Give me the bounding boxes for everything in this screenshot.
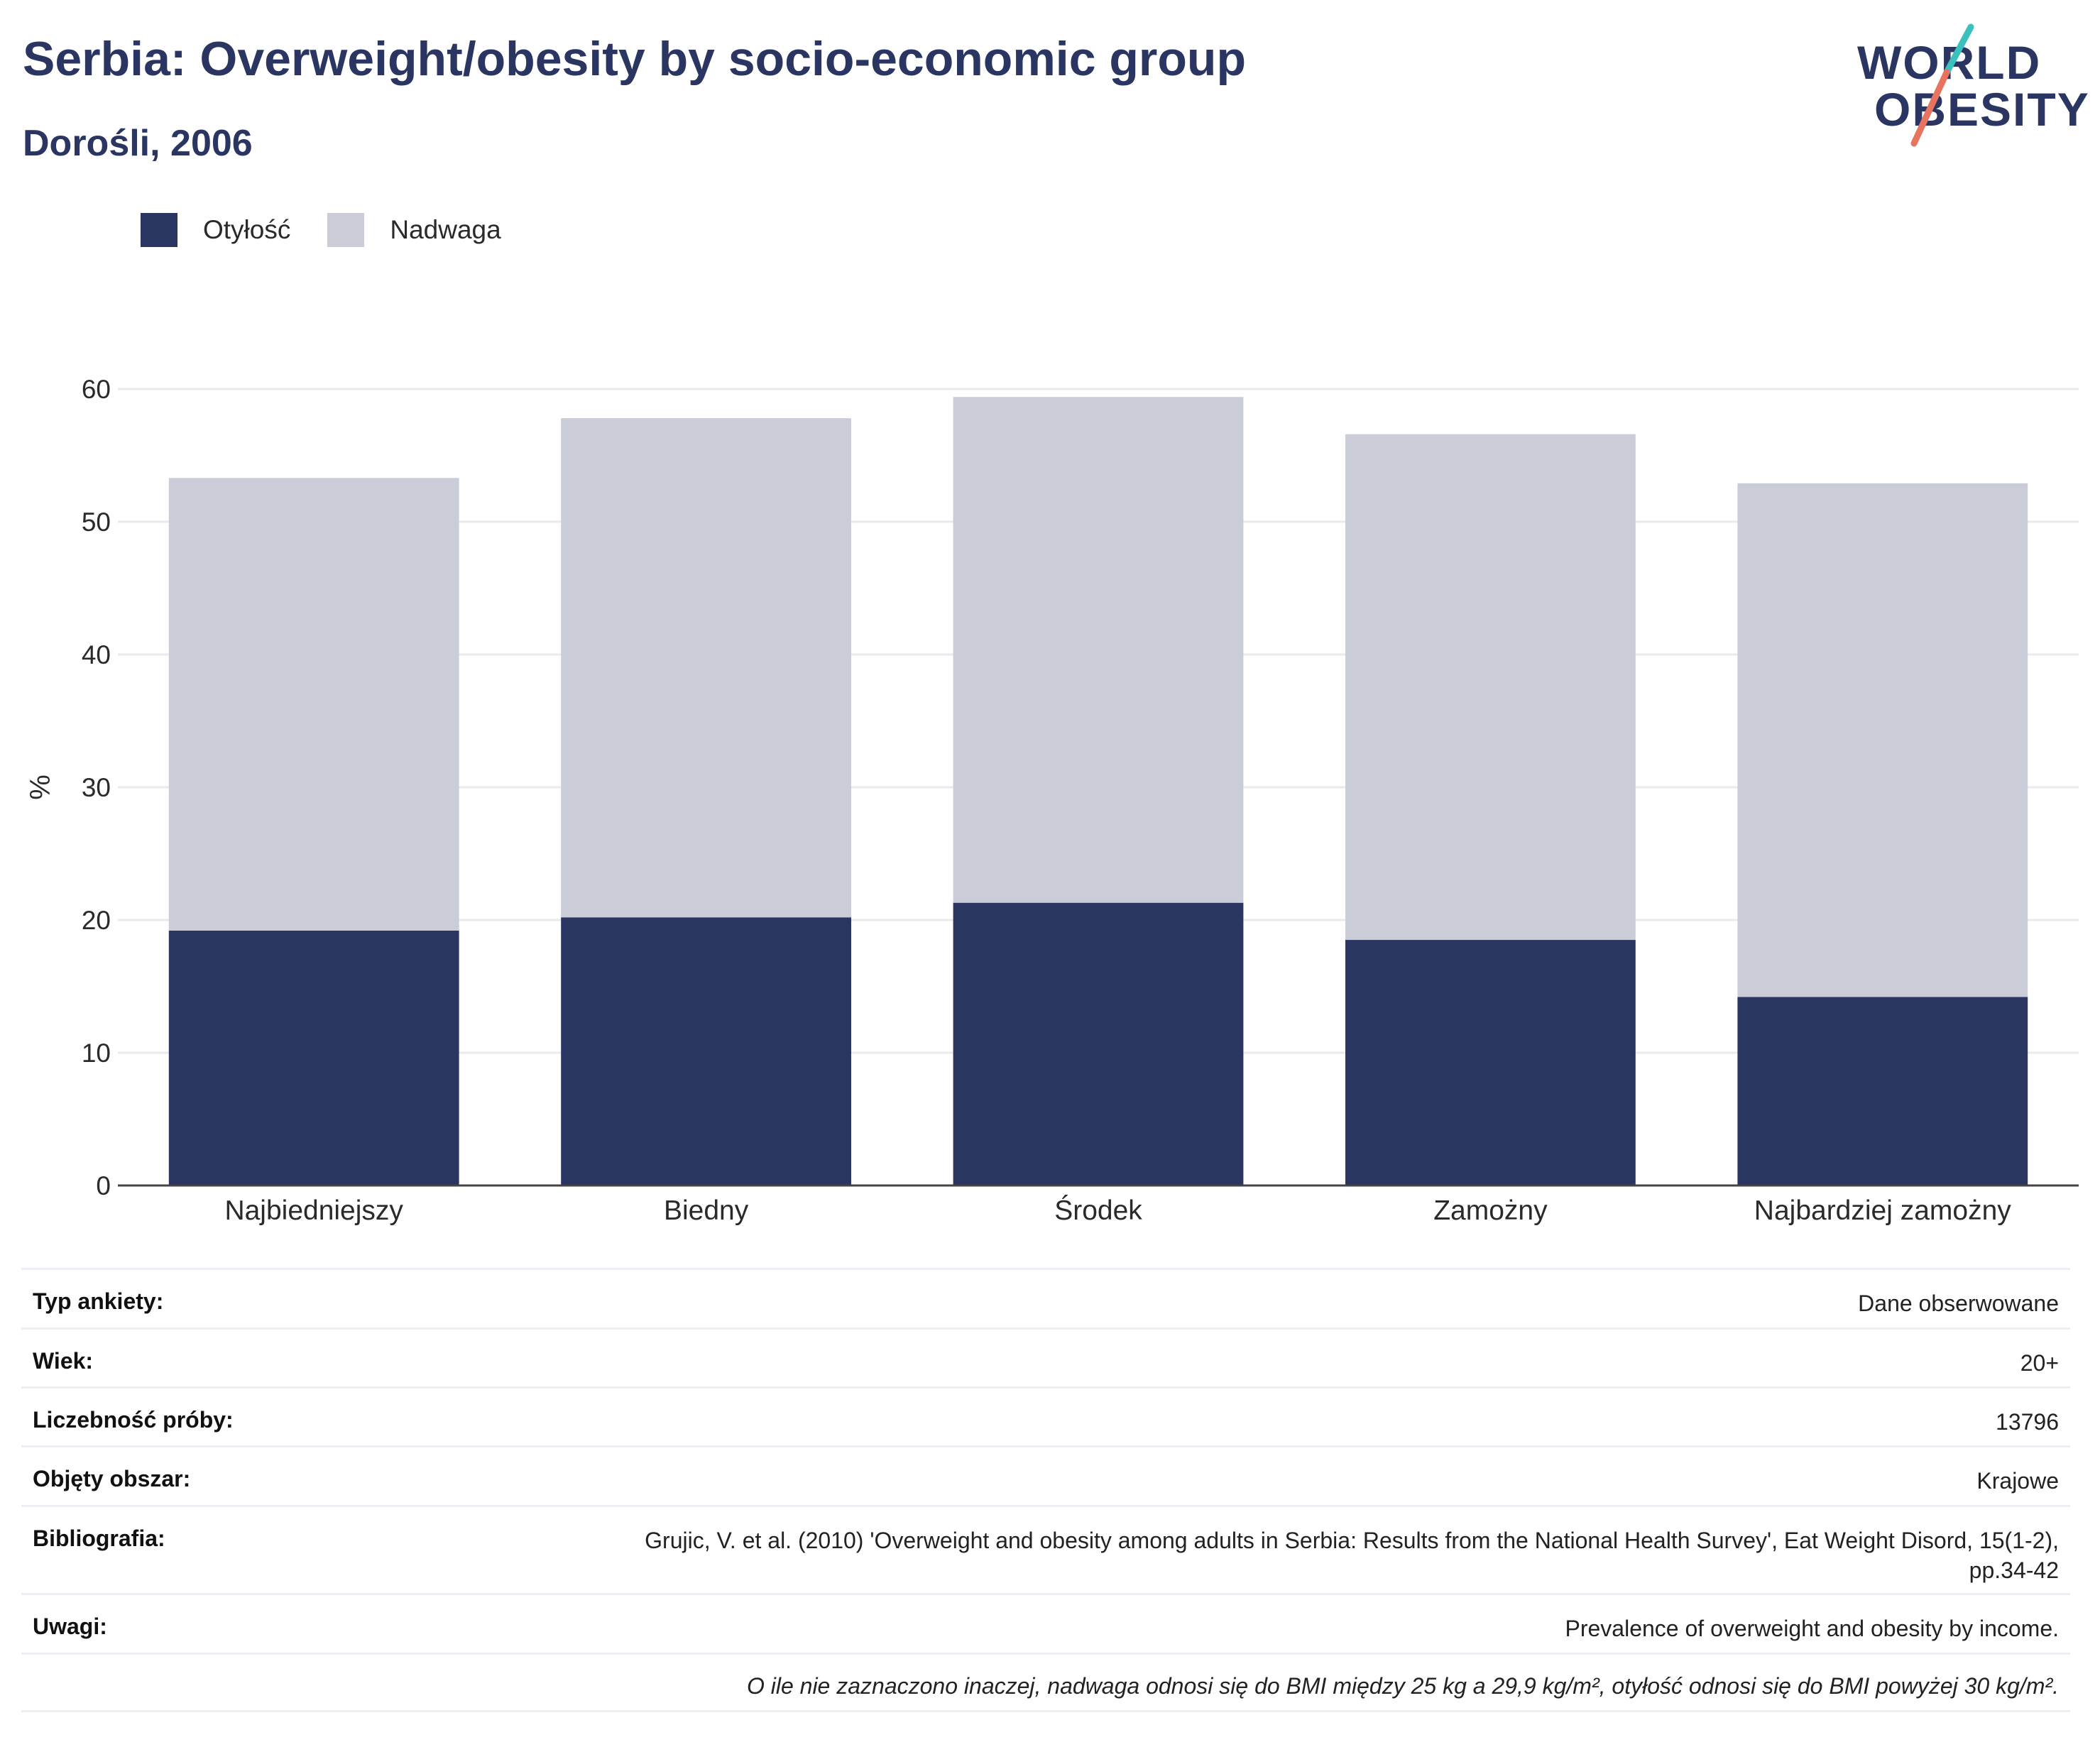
meta-row-definition-note: O ile nie zaznaczono inaczej, nadwaga od…	[21, 1653, 2070, 1712]
meta-key: Wiek:	[33, 1348, 94, 1374]
meta-key: Objęty obszar:	[33, 1466, 191, 1491]
meta-value: 20+	[2020, 1350, 2059, 1376]
bmi-definition-note: O ile nie zaznaczono inaczej, nadwaga od…	[746, 1673, 2059, 1699]
chart-subtitle: Dorośli, 2006	[23, 123, 253, 164]
bar-obesity	[1737, 997, 2028, 1185]
meta-row-age: Wiek: 20+	[21, 1327, 2070, 1386]
meta-value: Grujic, V. et al. (2010) 'Overweight and…	[645, 1528, 2059, 1583]
y-tick-label: 50	[82, 508, 111, 537]
bar-obesity	[953, 902, 1244, 1185]
y-tick-label: 20	[82, 906, 111, 935]
meta-row-bibliography: Bibliografia: Grujic, V. et al. (2010) '…	[21, 1505, 2070, 1593]
meta-value: Krajowe	[1976, 1468, 2059, 1494]
y-tick-label: 40	[82, 640, 111, 669]
bar-obesity	[561, 917, 851, 1185]
logo-line-2: OBESITY	[1874, 83, 2090, 136]
y-tick-label: 10	[82, 1039, 111, 1068]
legend-swatch-obesity	[141, 213, 177, 247]
bar-obesity	[1345, 940, 1636, 1185]
meta-value: 13796	[1996, 1409, 2059, 1435]
x-tick-label: Biedny	[664, 1195, 749, 1226]
x-tick-label: Najbiedniejszy	[224, 1195, 403, 1226]
y-axis-label: %	[25, 774, 56, 800]
bar-overweight	[953, 397, 1244, 903]
y-tick-label: 0	[96, 1171, 111, 1200]
logo-slash-icon	[1910, 23, 1974, 147]
x-tick-label: Środek	[1054, 1194, 1142, 1226]
meta-value: Dane obserwowane	[1858, 1291, 2059, 1316]
bar-obesity	[168, 930, 459, 1185]
meta-value: Prevalence of overweight and obesity by …	[1565, 1616, 2060, 1641]
x-tick-label: Zamożny	[1433, 1195, 1548, 1226]
x-tick-label: Najbardziej zamożny	[1754, 1195, 2011, 1226]
meta-row-sample-size: Liczebność próby: 13796	[21, 1386, 2070, 1445]
stacked-bar-chart: 0 10 20 30 40 50 60% Najbiedniejszy Biedny Środek…	[25, 375, 2079, 1226]
legend-label-obesity: Otyłość	[203, 215, 291, 244]
meta-key: Uwagi:	[33, 1614, 107, 1639]
world-obesity-logo: WORLD OBESITY	[1846, 21, 2089, 156]
meta-key: Bibliografia:	[33, 1526, 165, 1551]
chart-title: Serbia: Overweight/obesity by socio-econ…	[23, 32, 1247, 86]
bar-overweight	[168, 478, 459, 931]
meta-row-coverage: Objęty obszar: Krajowe	[21, 1445, 2070, 1505]
bar-overweight	[1737, 483, 2028, 997]
y-tick-label: 30	[82, 773, 111, 802]
meta-row-survey-type: Typ ankiety: Dane obserwowane	[21, 1268, 2070, 1327]
legend-label-overweight: Nadwaga	[390, 215, 501, 244]
bar-overweight	[561, 418, 851, 918]
meta-key: Liczebność próby:	[33, 1407, 234, 1433]
legend-swatch-overweight	[327, 213, 365, 247]
chart-legend: Otyłość Nadwaga	[141, 210, 538, 250]
bar-overweight	[1345, 434, 1636, 941]
survey-metadata-table: Typ ankiety: Dane obserwowane Wiek: 20+ …	[21, 1268, 2070, 1712]
meta-key: Typ ankiety:	[33, 1288, 164, 1314]
y-tick-label: 60	[82, 375, 111, 404]
meta-row-notes: Uwagi: Prevalence of overweight and obes…	[21, 1593, 2070, 1653]
